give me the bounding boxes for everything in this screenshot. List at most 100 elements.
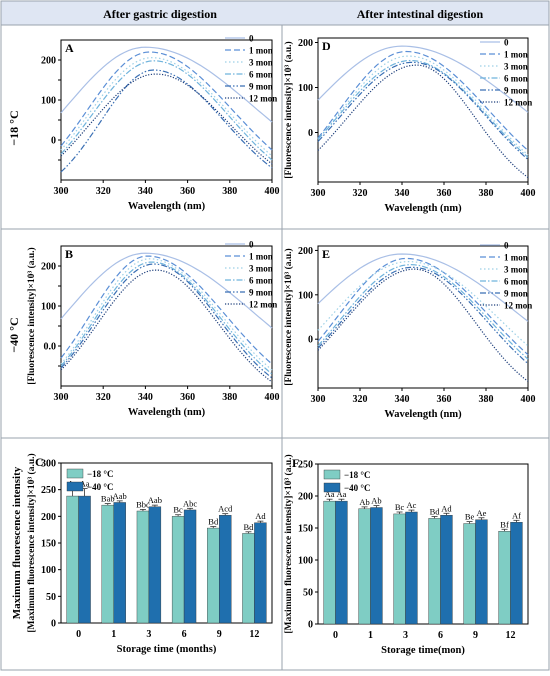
y-tick-label: 250 [298,460,313,471]
series-line [60,252,273,329]
y-axis-title: Maximum fluorescence intensity [11,466,23,619]
panel-b: 300 320 340 360 380 400 0.0 100 200 Wavelength (n… [26,240,280,419]
bar [323,500,336,625]
header-intestinal: After intestinal digestion [357,7,484,21]
y-tick-label: 0 [51,619,56,630]
significance-label: Bd [208,516,219,526]
bar [183,509,197,624]
x-tick-label: 340 [138,392,153,403]
y-tick-label: 150 [298,524,313,535]
x-tick-label: 380 [479,394,494,405]
bar [370,507,383,625]
y-tick-label: 0 [308,620,313,631]
legend-label: 3 mon [249,264,273,274]
legend-label: 3 mon [504,265,528,275]
y-tick-label: 200 [41,262,56,273]
legend-label: −40 °C [344,483,370,493]
x-tick-label: 300 [311,188,326,199]
bar [393,513,406,625]
significance-label: Acd [218,504,233,514]
significance-label: Abc [183,498,197,508]
x-tick-label: 320 [353,188,368,199]
significance-label: Ab [371,496,381,506]
x-tick-label: 12 [249,629,259,640]
legend-label: 1 mon [249,46,273,56]
y-tick-label: 50 [303,588,313,599]
panel-e: 300 320 340 360 380 400 0 100 200 Wavelength (nm)… [283,241,536,421]
series-line [317,50,529,151]
y-tick-label: 100 [298,290,313,301]
bar [440,515,453,625]
panel-d: 300 320 340 360 380 400 0 100 200 Wavelength (nm)… [283,37,536,214]
significance-label: Bf [500,519,509,529]
legend-label: 12 mon [504,301,532,311]
y-axis-label: [Fluorescence intensity]×10³ (a.u.) [283,41,294,178]
x-tick-label: 380 [222,392,237,403]
legend-label: 0 [504,38,509,48]
legend-label: 12 mon [249,94,277,104]
series-line [317,55,529,156]
bar [66,495,79,624]
x-tick-label: 1 [111,629,116,640]
y-tick-label: 50 [46,592,56,603]
legend-label: −18 °C [87,469,113,479]
bar [171,516,185,624]
x-axis-label: Wavelength (nm) [384,203,462,214]
y-axis-label: [Fluorescence intensity]×10³ (a.u.) [26,247,37,384]
panel-label: F [292,456,299,470]
significance-label: Ac [406,500,416,510]
legend-label: 6 mon [504,277,528,287]
y-tick-label: 150 [41,539,56,550]
x-tick-label: 1 [368,630,373,641]
series-line [317,261,529,347]
x-tick-label: 320 [96,186,111,197]
bar [463,523,476,625]
series-line [317,64,529,178]
x-axis-label: Storage time(mon) [381,645,465,656]
panel-label: D [322,39,331,53]
row-label-minus40: −40 °C [7,317,21,352]
series-line [317,61,529,160]
y-tick-label: 0 [308,335,313,346]
panel-label: B [65,247,73,261]
x-tick-label: 360 [180,392,195,403]
legend-label: 9 mon [504,86,528,96]
row-label-minus18: −18 °C [7,110,21,145]
plot-frame [317,463,529,625]
x-axis-label: Wavelength (nm) [384,409,462,420]
bar [475,519,488,625]
legend-swatch [66,481,84,492]
significance-label: Aab [113,491,127,501]
legend-label: −40 °C [87,482,113,492]
x-tick-label: 360 [437,394,452,405]
x-tick-label: 6 [182,629,187,640]
x-axis-label: Storage time (months) [117,644,217,655]
plot-frame [60,245,273,387]
y-tick-label: 200 [298,492,313,503]
legend-label: 9 mon [249,82,273,92]
legend-label: 0 [504,241,509,251]
series-line [60,60,273,161]
plot-frame [60,39,273,181]
x-tick-label: 380 [222,186,237,197]
bar [405,511,418,625]
bar [136,510,150,624]
significance-label: Bd [430,506,441,516]
header-band [1,1,549,25]
significance-label: Bc [173,505,183,515]
panel-f: 0 50 100 150 200 250 0 Aa Aa 1 Ab Ab 3 Bc Ac 6 Bd Ad 9 Be Ae… [283,454,529,656]
x-axis-label: Wavelength (nm) [128,201,206,212]
legend-label: 6 mon [249,276,273,286]
legend-label: 9 mon [249,288,273,298]
x-tick-label: 300 [54,392,69,403]
x-tick-label: 320 [353,394,368,405]
significance-label: Aab [148,495,162,505]
x-tick-label: 360 [180,186,195,197]
significance-label: Be [465,512,475,522]
x-tick-label: 400 [265,186,280,197]
y-axis-label: [Maximum fluorescence intensity]×10³ (a.… [283,454,294,633]
bar [510,522,523,625]
significance-label: Af [512,510,521,520]
y-tick-label: 100 [41,565,56,576]
x-tick-label: 3 [146,629,151,640]
